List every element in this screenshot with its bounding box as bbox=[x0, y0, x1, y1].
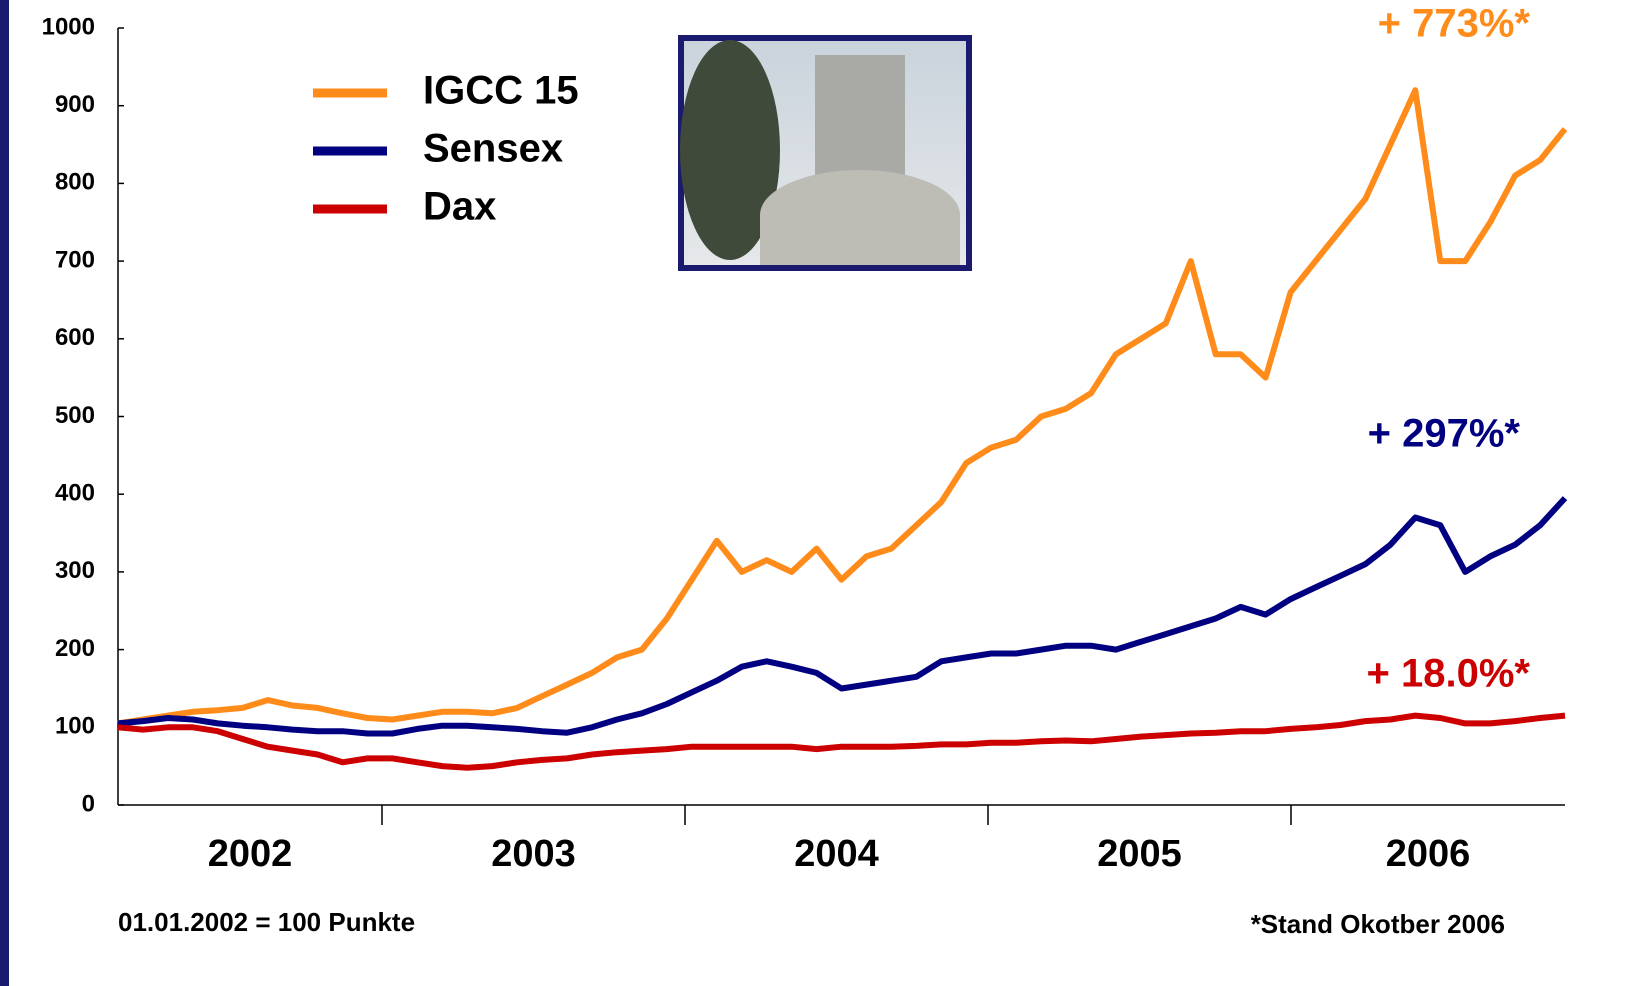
annotation: + 18.0%* bbox=[1367, 652, 1531, 696]
legend-label: IGCC 15 bbox=[423, 69, 579, 113]
legend-label: Dax bbox=[423, 185, 496, 229]
legend-label: Sensex bbox=[423, 127, 563, 171]
x-tick-label: 2003 bbox=[491, 833, 576, 875]
y-tick-label: 600 bbox=[55, 324, 95, 351]
series-line bbox=[117, 496, 1568, 737]
left-bar bbox=[0, 0, 9, 986]
y-tick-label: 200 bbox=[55, 635, 95, 662]
x-tick-label: 2002 bbox=[208, 833, 293, 875]
y-tick-label: 400 bbox=[55, 480, 95, 507]
footnote: *Stand Okotber 2006 bbox=[1251, 909, 1505, 939]
series-line bbox=[117, 712, 1566, 771]
footnote: 01.01.2002 = 100 Punkte bbox=[118, 907, 415, 937]
photo bbox=[678, 35, 972, 271]
annotation: + 297%* bbox=[1368, 412, 1521, 456]
y-tick-label: 100 bbox=[55, 713, 95, 740]
y-tick-label: 800 bbox=[55, 169, 95, 196]
annotation: + 773%* bbox=[1378, 2, 1531, 46]
y-tick-label: 900 bbox=[55, 91, 95, 118]
y-tick-label: 700 bbox=[55, 246, 95, 273]
x-tick-label: 2005 bbox=[1097, 833, 1182, 875]
series-line bbox=[117, 87, 1568, 727]
y-tick-label: 300 bbox=[55, 557, 95, 584]
x-tick-label: 2006 bbox=[1386, 833, 1471, 875]
y-tick-label: 500 bbox=[55, 402, 95, 429]
x-tick-label: 2004 bbox=[794, 833, 879, 875]
y-tick-label: 1000 bbox=[42, 13, 95, 40]
y-tick-label: 0 bbox=[82, 790, 95, 817]
